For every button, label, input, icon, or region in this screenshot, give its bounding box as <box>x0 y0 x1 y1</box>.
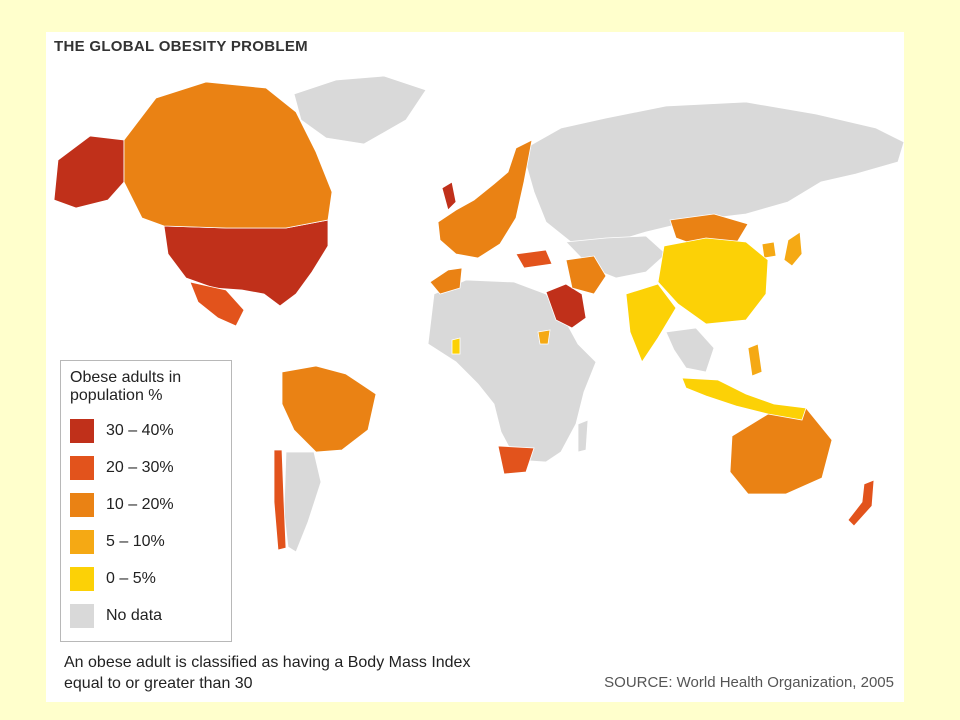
legend-item-0-5: 0 – 5% <box>70 567 156 591</box>
legend-swatch <box>70 530 94 554</box>
world-map <box>53 75 904 553</box>
southeast-asia-mainland-region <box>665 327 715 373</box>
greenland-region <box>293 75 427 145</box>
legend-swatch <box>70 456 94 480</box>
mexico-region <box>189 281 245 327</box>
madagascar-region <box>577 419 589 453</box>
map-legend: Obese adults in population % 30 – 40% 20… <box>60 360 232 642</box>
legend-swatch <box>70 604 94 628</box>
iran-region <box>565 255 607 295</box>
india-region <box>625 283 677 363</box>
legend-swatch <box>70 567 94 591</box>
new-zealand-region <box>847 479 875 527</box>
infographic-frame: THE GLOBAL OBESITY PROBLEM <box>46 32 904 702</box>
legend-item-20-30: 20 – 30% <box>70 456 174 480</box>
western-europe-region <box>437 139 533 259</box>
bmi-footnote: An obese adult is classified as having a… <box>64 654 471 692</box>
eastern-africa-region <box>537 329 551 345</box>
canada-region <box>123 81 333 229</box>
north-africa-region <box>429 267 463 295</box>
legend-item-no-data: No data <box>70 604 162 628</box>
legend-label: 10 – 20% <box>106 496 174 513</box>
north-korea-region <box>761 241 777 259</box>
saudi-arabia-region <box>545 283 587 329</box>
legend-swatch <box>70 419 94 443</box>
map-title: THE GLOBAL OBESITY PROBLEM <box>54 38 308 55</box>
legend-title: Obese adults in population % <box>70 369 182 404</box>
brazil-region <box>281 365 377 453</box>
alaska-region <box>53 135 125 209</box>
southern-south-america-region <box>283 451 322 553</box>
indonesia-region <box>681 377 807 421</box>
south-africa-region <box>497 445 535 475</box>
australia-region <box>729 407 833 495</box>
legend-item-5-10: 5 – 10% <box>70 530 165 554</box>
legend-label: 0 – 5% <box>106 570 156 587</box>
legend-swatch <box>70 493 94 517</box>
legend-label: 5 – 10% <box>106 533 165 550</box>
china-region <box>657 237 769 325</box>
west-africa-region <box>451 337 461 355</box>
turkey-region <box>515 249 553 269</box>
legend-label: 20 – 30% <box>106 459 174 476</box>
legend-label: 30 – 40% <box>106 422 174 439</box>
philippines-region <box>747 343 763 377</box>
uk-region <box>441 181 457 211</box>
usa-region <box>163 219 329 307</box>
africa-region <box>427 279 597 463</box>
legend-label: No data <box>106 607 163 624</box>
chile-region <box>273 449 287 551</box>
legend-item-30-40: 30 – 40% <box>70 419 174 443</box>
legend-item-10-20: 10 – 20% <box>70 493 174 517</box>
source-credit: SOURCE: World Health Organization, 2005 <box>604 674 894 691</box>
japan-region <box>783 231 803 267</box>
